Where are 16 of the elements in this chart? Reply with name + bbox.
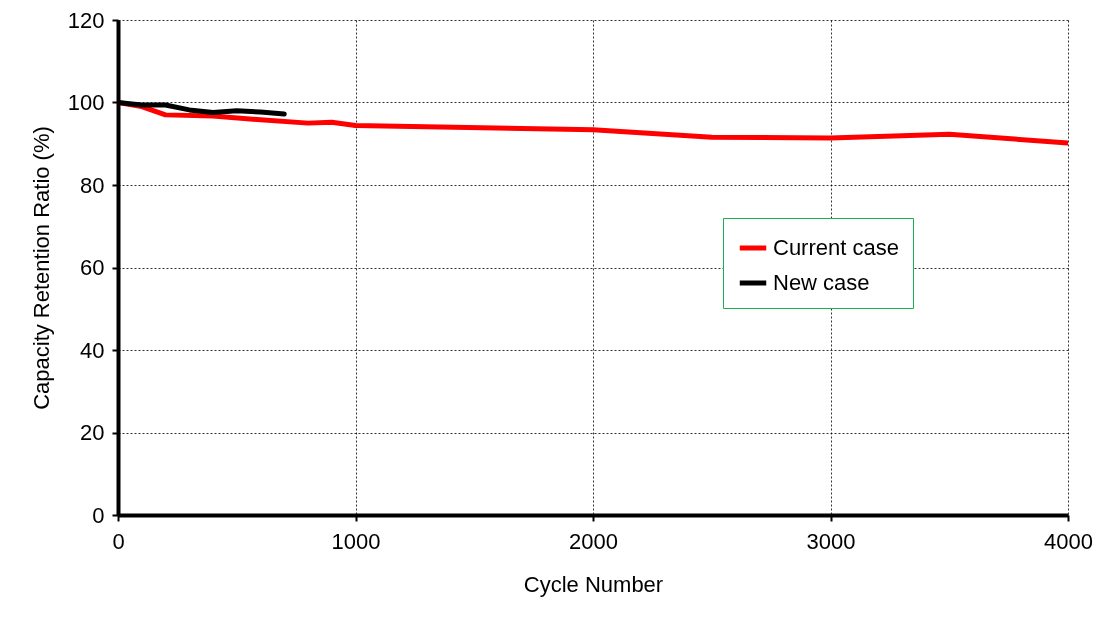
y-axis-title: Capacity Retention Ratio (%) xyxy=(28,126,54,410)
y-tick-label: 40 xyxy=(80,337,105,363)
x-tick-label: 1000 xyxy=(331,528,381,554)
legend-label: Current case xyxy=(773,235,899,260)
x-tick-label: 2000 xyxy=(569,528,618,554)
y-tick-label: 20 xyxy=(80,420,105,445)
y-tick-label: 120 xyxy=(67,7,105,33)
x-tick-label: 4000 xyxy=(1044,528,1093,554)
x-tick-label: 0 xyxy=(112,528,125,554)
y-tick-label: 80 xyxy=(80,172,105,198)
y-tick-label: 60 xyxy=(80,255,105,280)
x-axis-title: Cycle Number xyxy=(523,571,664,597)
y-tick-label: 0 xyxy=(92,502,105,528)
x-tick-label: 3000 xyxy=(806,528,856,554)
legend-label: New case xyxy=(773,270,870,295)
y-tick-label: 100 xyxy=(67,90,105,115)
